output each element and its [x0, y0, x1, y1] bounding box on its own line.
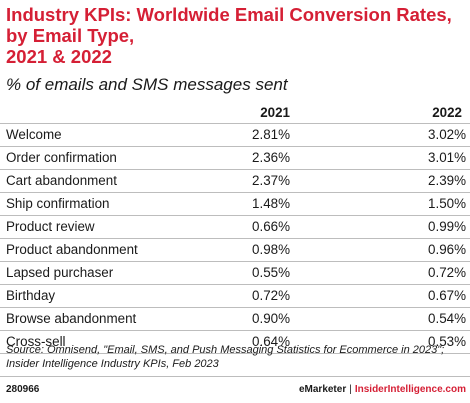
chart-title-line: by Email Type,	[6, 25, 135, 46]
footer-divider	[0, 376, 470, 377]
brand-insider-intelligence-link[interactable]: InsiderIntelligence.com	[354, 384, 466, 395]
value-2022-cell: 0.96%	[298, 238, 470, 262]
value-2021-cell: 1.48%	[175, 192, 298, 216]
value-2022-cell: 2.39%	[298, 169, 470, 193]
value-2021-cell: 0.98%	[175, 238, 298, 262]
column-header-2022: 2022	[298, 102, 470, 124]
brand-separator: |	[349, 384, 352, 395]
value-2021-cell: 0.55%	[175, 261, 298, 285]
table-row: Lapsed purchaser 0.55% 0.72%	[0, 261, 470, 285]
value-2022-cell: 0.54%	[298, 307, 470, 331]
table-row: Cross-sell 0.64% 0.53%	[0, 330, 470, 354]
row-label: Lapsed purchaser	[0, 261, 175, 285]
chart-title-line: 2021 & 2022	[6, 46, 112, 67]
row-label: Order confirmation	[0, 146, 175, 170]
value-2021-cell: 2.36%	[175, 146, 298, 170]
value-2022-cell: 0.53%	[298, 330, 470, 354]
table-row: Product review 0.66% 0.99%	[0, 215, 470, 239]
table-row: Product abandonment 0.98% 0.96%	[0, 238, 470, 262]
row-label: Birthday	[0, 284, 175, 308]
value-2022-cell: 3.01%	[298, 146, 470, 170]
brand-credit: eMarketer | InsiderIntelligence.com	[299, 384, 466, 395]
chart-title-line: Industry KPIs: Worldwide Email Conversio…	[6, 4, 452, 25]
column-header-category	[0, 102, 175, 124]
value-2022-cell: 0.99%	[298, 215, 470, 239]
value-2021-cell: 0.64%	[175, 330, 298, 354]
table-row: Order confirmation 2.36% 3.01%	[0, 146, 470, 170]
value-2021-cell: 0.90%	[175, 307, 298, 331]
row-label: Product abandonment	[0, 238, 175, 262]
source-line: Insider Intelligence Industry KPIs, Feb …	[6, 358, 219, 370]
table-row: Birthday 0.72% 0.67%	[0, 284, 470, 308]
value-2022-cell: 0.72%	[298, 261, 470, 285]
value-2021-cell: 2.81%	[175, 123, 298, 147]
row-label: Welcome	[0, 123, 175, 147]
table-row: Cart abandonment 2.37% 2.39%	[0, 169, 470, 193]
value-2022-cell: 1.50%	[298, 192, 470, 216]
brand-emarketer: eMarketer	[298, 384, 347, 395]
row-label: Ship confirmation	[0, 192, 175, 216]
value-2022-cell: 0.67%	[298, 284, 470, 308]
source-line: Source: Omnisend, "Email, SMS, and Push …	[6, 344, 445, 356]
table-row: Ship confirmation 1.48% 1.50%	[0, 192, 470, 216]
table-header-row: 2021 2022	[0, 102, 470, 124]
chart-title: Industry KPIs: Worldwide Email Conversio…	[6, 4, 466, 67]
source-note: Source: Omnisend, "Email, SMS, and Push …	[6, 343, 468, 371]
value-2021-cell: 0.72%	[175, 284, 298, 308]
value-2021-cell: 0.66%	[175, 215, 298, 239]
row-label: Cart abandonment	[0, 169, 175, 193]
chart-id: 280966	[6, 384, 40, 395]
table-body: Welcome 2.81% 3.02% Order confirmation 2.36%…	[0, 123, 470, 354]
table-row: Welcome 2.81% 3.02%	[0, 123, 470, 147]
row-label: Product review	[0, 215, 175, 239]
column-header-2021: 2021	[175, 102, 298, 124]
table-row: Browse abandonment 0.90% 0.54%	[0, 307, 470, 331]
chart-subtitle: % of emails and SMS messages sent	[6, 75, 288, 94]
value-2022-cell: 3.02%	[298, 123, 470, 147]
data-table: 2021 2022 Welcome 2.81% 3.02% Order confirm…	[0, 102, 470, 354]
row-label: Browse abandonment	[0, 307, 175, 331]
value-2021-cell: 2.37%	[175, 169, 298, 193]
row-label: Cross-sell	[0, 330, 175, 354]
